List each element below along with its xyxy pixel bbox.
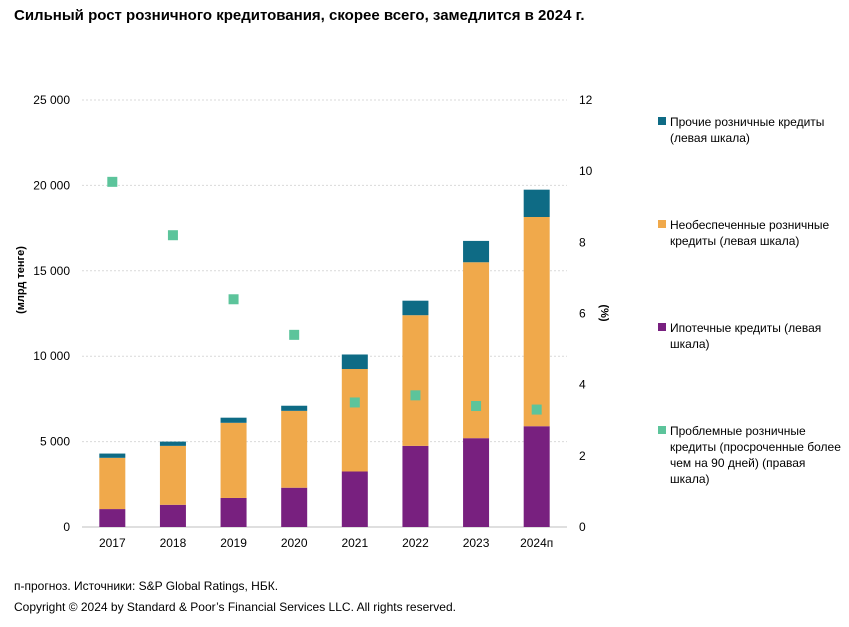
bar-segment <box>99 509 126 527</box>
footnote-copyright: Copyright © 2024 by Standard & Poor’s Fi… <box>14 600 456 614</box>
bar-segment <box>402 445 429 527</box>
bar-segment <box>99 457 126 510</box>
legend-item-npl: Проблемные розничные кредиты (просроченн… <box>658 423 843 487</box>
bar-segment <box>220 417 247 423</box>
x-tick-label: 2019 <box>220 536 247 550</box>
right-tick-label: 10 <box>579 164 593 178</box>
legend-item-unsecured: Необеспеченные розничные кредиты (левая … <box>658 217 843 249</box>
left-tick-label: 25 000 <box>33 93 70 107</box>
right-tick-label: 8 <box>579 235 586 249</box>
bar-segment <box>99 453 126 458</box>
legend-swatch-mortgage <box>658 323 666 331</box>
footnote-source: п-прогноз. Источники: S&P Global Ratings… <box>14 579 279 593</box>
bar-segment <box>523 189 550 217</box>
legend-item-mortgage: Ипотечные кредиты (левая шкала) <box>658 320 843 352</box>
legend-label-unsecured: Необеспеченные розничные кредиты (левая … <box>670 218 830 248</box>
x-tick-label: 2021 <box>341 536 368 550</box>
legend-label-mortgage: Ипотечные кредиты (левая шкала) <box>670 321 822 351</box>
npl-point <box>107 176 118 187</box>
x-tick-label: 2017 <box>99 536 126 550</box>
left-tick-label: 20 000 <box>33 178 70 192</box>
y-axis-title-right: (%) <box>598 304 610 321</box>
x-tick-label: 2023 <box>463 536 490 550</box>
left-tick-label: 10 000 <box>33 349 70 363</box>
legend-item-other: Прочие розничные кредиты (левая шкала) <box>658 114 843 146</box>
left-tick-label: 0 <box>63 520 70 534</box>
npl-point <box>289 329 300 340</box>
bar-segment <box>281 410 308 488</box>
bar-segment <box>341 369 368 472</box>
bar-segment <box>281 405 308 411</box>
x-tick-label: 2022 <box>402 536 429 550</box>
bar-segment <box>463 240 490 263</box>
chart-title: Сильный рост розничного кредитования, ск… <box>14 7 585 24</box>
y-axis-title-left: (млрд тенге) <box>15 246 27 314</box>
left-tick-label: 5 000 <box>40 435 70 449</box>
bar-segment <box>523 216 550 427</box>
bar-segment <box>341 354 368 370</box>
legend-swatch-unsecured <box>658 220 666 228</box>
bar-segment <box>220 497 247 527</box>
bar-segment <box>159 504 186 527</box>
npl-point <box>410 390 421 401</box>
legend-label-other: Прочие розничные кредиты (левая шкала) <box>670 115 825 145</box>
left-tick-label: 15 000 <box>33 264 70 278</box>
legend-swatch-other <box>658 117 666 125</box>
bar-segment <box>159 445 186 505</box>
npl-point <box>349 397 360 408</box>
bar-segment <box>220 422 247 498</box>
npl-point <box>531 404 542 415</box>
right-tick-label: 12 <box>579 93 593 107</box>
x-tick-label: 2018 <box>160 536 187 550</box>
npl-point <box>167 230 178 241</box>
npl-point <box>228 294 239 305</box>
npl-point <box>471 401 482 412</box>
x-tick-label: 2020 <box>281 536 308 550</box>
bar-segment <box>523 426 550 527</box>
bar-segment <box>463 438 490 527</box>
legend-swatch-npl <box>658 426 666 434</box>
bar-segment <box>159 441 186 446</box>
legend-label-npl: Проблемные розничные кредиты (просроченн… <box>670 424 841 486</box>
bar-segment <box>463 262 490 439</box>
bar-segment <box>402 300 429 316</box>
right-tick-label: 4 <box>579 378 586 392</box>
right-tick-label: 2 <box>579 449 586 463</box>
bar-segment <box>281 487 308 527</box>
right-tick-label: 6 <box>579 307 586 321</box>
bar-segment <box>341 471 368 527</box>
right-tick-label: 0 <box>579 520 586 534</box>
x-tick-label: 2024п <box>520 536 553 550</box>
bar-segment <box>402 315 429 446</box>
